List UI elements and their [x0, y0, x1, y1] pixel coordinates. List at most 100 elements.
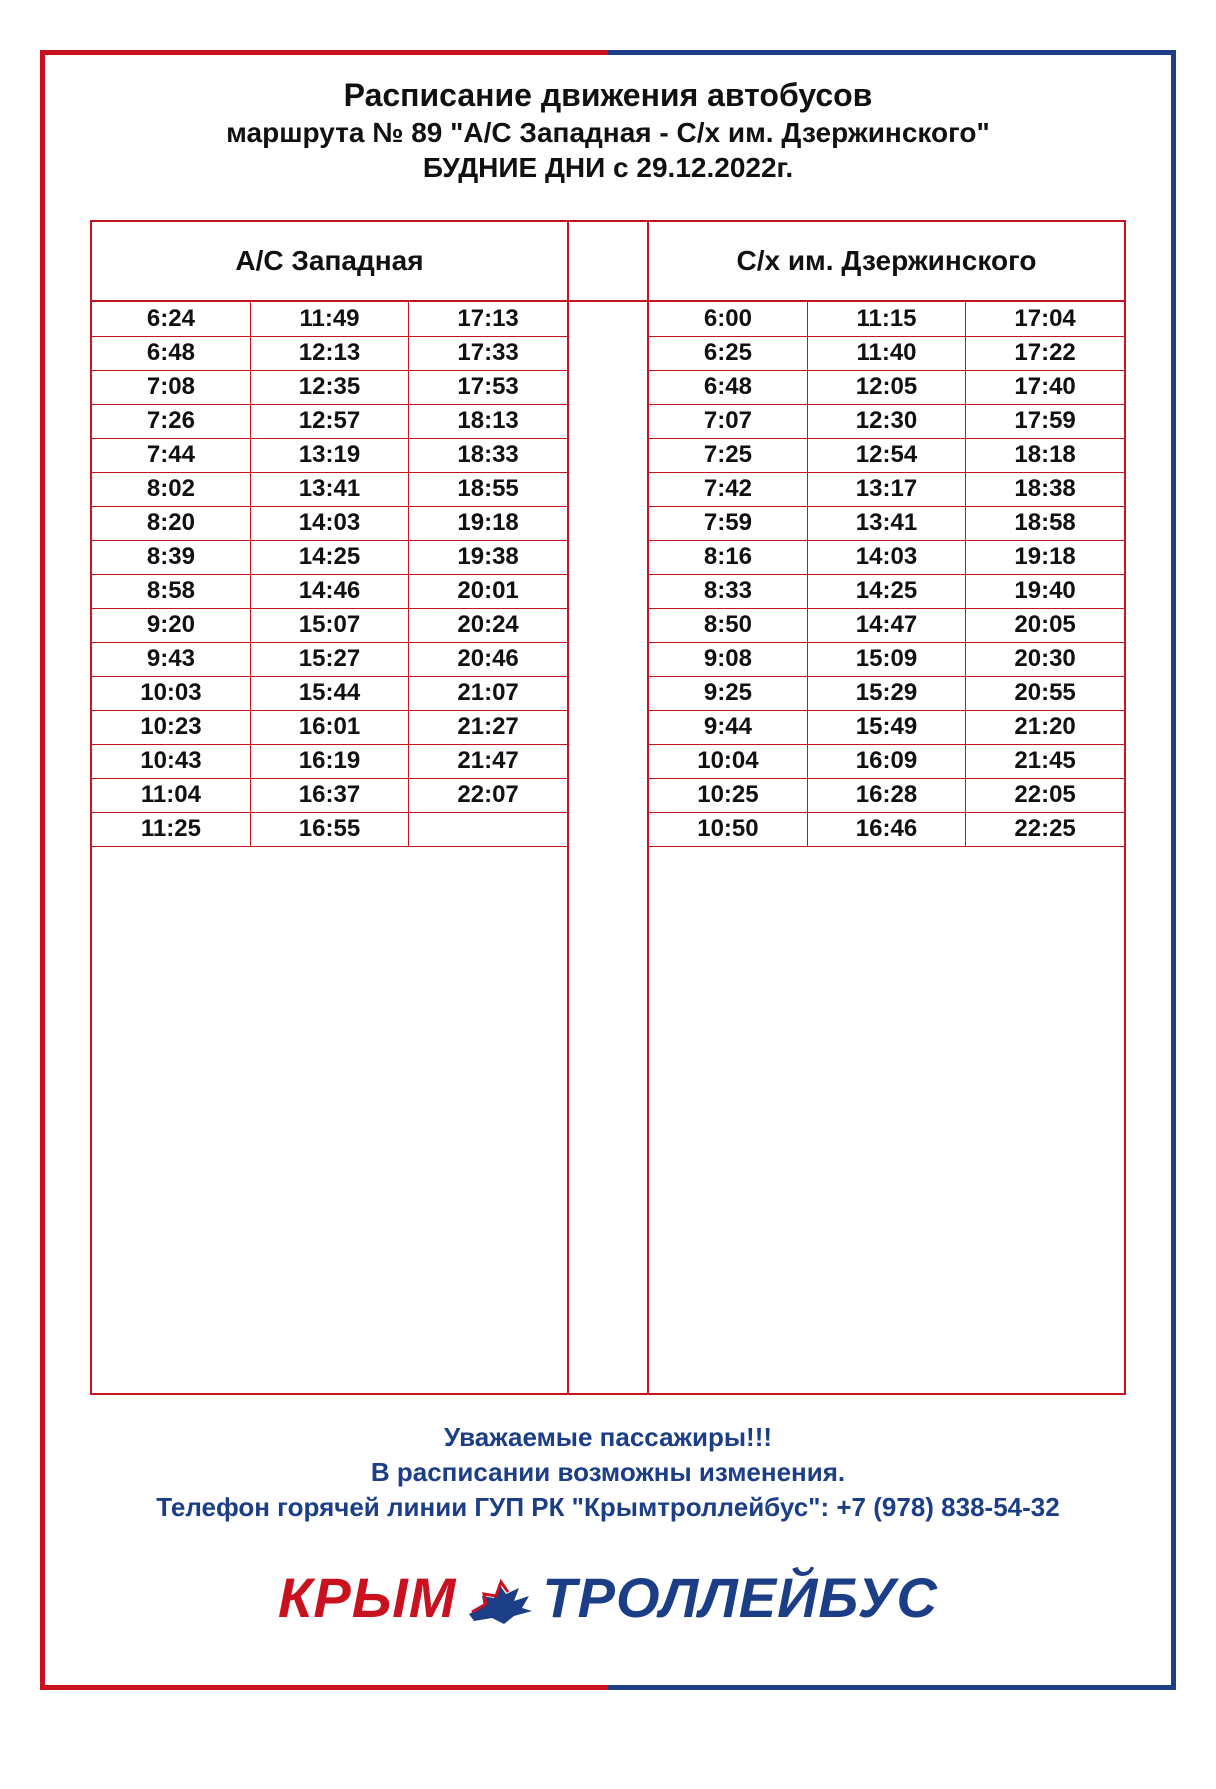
table-row: 6:4812:1317:33 — [92, 336, 567, 370]
time-cell: 20:24 — [409, 608, 567, 642]
time-cell: 16:28 — [807, 778, 965, 812]
time-cell: 15:29 — [807, 676, 965, 710]
time-cell: 15:07 — [250, 608, 408, 642]
company-logo: КРЫМ ТРОЛЛЕЙБУС — [90, 1565, 1126, 1630]
table-row: 6:4812:0517:40 — [649, 370, 1124, 404]
time-cell: 18:13 — [409, 404, 567, 438]
time-cell: 7:08 — [92, 370, 250, 404]
time-cell: 15:44 — [250, 676, 408, 710]
eagle-icon — [464, 1566, 534, 1630]
time-cell: 21:47 — [409, 744, 567, 778]
time-cell: 10:23 — [92, 710, 250, 744]
title-line-3: БУДНИЕ ДНИ с 29.12.2022г. — [90, 150, 1126, 185]
time-cell: 20:55 — [966, 676, 1124, 710]
time-cell: 17:22 — [966, 336, 1124, 370]
time-cell: 11:40 — [807, 336, 965, 370]
table-row: 7:5913:4118:58 — [649, 506, 1124, 540]
time-cell: 6:00 — [649, 302, 807, 336]
logo-text-trolleybus: ТРОЛЛЕЙБУС — [542, 1565, 938, 1630]
time-cell: 8:02 — [92, 472, 250, 506]
time-cell: 8:33 — [649, 574, 807, 608]
table-row: 8:0213:4118:55 — [92, 472, 567, 506]
table-row: 10:0315:4421:07 — [92, 676, 567, 710]
table-row: 10:5016:4622:25 — [649, 812, 1124, 846]
time-cell: 13:17 — [807, 472, 965, 506]
time-cell: 6:48 — [92, 336, 250, 370]
time-cell: 13:41 — [250, 472, 408, 506]
time-cell: 14:25 — [250, 540, 408, 574]
time-cell: 18:38 — [966, 472, 1124, 506]
notice-block: Уважаемые пассажиры!!! В расписании возм… — [90, 1420, 1126, 1525]
time-cell: 20:46 — [409, 642, 567, 676]
time-cell: 19:40 — [966, 574, 1124, 608]
time-cell: 17:40 — [966, 370, 1124, 404]
time-cell: 17:59 — [966, 404, 1124, 438]
timetable-left-grid: 6:2411:4917:136:4812:1317:337:0812:3517:… — [92, 302, 567, 847]
time-cell: 16:19 — [250, 744, 408, 778]
time-cell: 10:25 — [649, 778, 807, 812]
title-line-1: Расписание движения автобусов — [90, 75, 1126, 115]
time-cell: 21:20 — [966, 710, 1124, 744]
table-row: 6:2411:4917:13 — [92, 302, 567, 336]
time-cell: 7:42 — [649, 472, 807, 506]
timetable-right-header: С/х им. Дзержинского — [649, 222, 1124, 302]
time-cell: 14:46 — [250, 574, 408, 608]
table-row: 9:4415:4921:20 — [649, 710, 1124, 744]
notice-line-3: Телефон горячей линии ГУП РК "Крымтролле… — [90, 1490, 1126, 1525]
time-cell: 22:07 — [409, 778, 567, 812]
time-cell: 16:01 — [250, 710, 408, 744]
table-row: 10:4316:1921:47 — [92, 744, 567, 778]
table-row: 7:2512:5418:18 — [649, 438, 1124, 472]
time-cell: 7:44 — [92, 438, 250, 472]
time-cell: 12:05 — [807, 370, 965, 404]
time-cell: 18:18 — [966, 438, 1124, 472]
time-cell: 6:25 — [649, 336, 807, 370]
time-cell: 6:24 — [92, 302, 250, 336]
table-row: 7:2612:5718:13 — [92, 404, 567, 438]
notice-line-1: Уважаемые пассажиры!!! — [90, 1420, 1126, 1455]
timetable-left: А/С Западная 6:2411:4917:136:4812:1317:3… — [92, 222, 567, 1393]
time-cell: 17:53 — [409, 370, 567, 404]
time-cell: 11:15 — [807, 302, 965, 336]
time-cell: 19:38 — [409, 540, 567, 574]
table-row: 11:2516:55 — [92, 812, 567, 846]
table-row: 8:5814:4620:01 — [92, 574, 567, 608]
time-cell: 8:50 — [649, 608, 807, 642]
table-row: 9:2015:0720:24 — [92, 608, 567, 642]
table-row: 6:0011:1517:04 — [649, 302, 1124, 336]
time-cell: 12:30 — [807, 404, 965, 438]
time-cell: 18:55 — [409, 472, 567, 506]
time-cell: 17:04 — [966, 302, 1124, 336]
frame-border — [608, 1685, 1176, 1690]
timetable-left-body: 6:2411:4917:136:4812:1317:337:0812:3517:… — [92, 302, 567, 1393]
timetable-container: А/С Западная 6:2411:4917:136:4812:1317:3… — [90, 220, 1126, 1395]
time-cell — [409, 812, 567, 846]
time-cell: 11:25 — [92, 812, 250, 846]
time-cell: 11:04 — [92, 778, 250, 812]
time-cell: 19:18 — [409, 506, 567, 540]
time-cell: 16:55 — [250, 812, 408, 846]
table-row: 9:0815:0920:30 — [649, 642, 1124, 676]
table-row: 8:3914:2519:38 — [92, 540, 567, 574]
timetable-right-grid: 6:0011:1517:046:2511:4017:226:4812:0517:… — [649, 302, 1124, 847]
time-cell: 12:35 — [250, 370, 408, 404]
spacer-header — [569, 222, 647, 302]
notice-line-2: В расписании возможны изменения. — [90, 1455, 1126, 1490]
time-cell: 22:05 — [966, 778, 1124, 812]
timetable-right: С/х им. Дзержинского 6:0011:1517:046:251… — [649, 222, 1124, 1393]
timetable-right-body: 6:0011:1517:046:2511:4017:226:4812:0517:… — [649, 302, 1124, 1393]
time-cell: 6:48 — [649, 370, 807, 404]
time-cell: 10:03 — [92, 676, 250, 710]
time-cell: 14:25 — [807, 574, 965, 608]
time-cell: 21:07 — [409, 676, 567, 710]
time-cell: 14:03 — [807, 540, 965, 574]
title-line-2: маршрута № 89 "А/С Западная - С/х им. Дз… — [90, 115, 1126, 150]
time-cell: 8:58 — [92, 574, 250, 608]
time-cell: 17:33 — [409, 336, 567, 370]
time-cell: 16:09 — [807, 744, 965, 778]
table-row: 9:4315:2720:46 — [92, 642, 567, 676]
table-row: 10:2316:0121:27 — [92, 710, 567, 744]
time-cell: 19:18 — [966, 540, 1124, 574]
time-cell: 8:16 — [649, 540, 807, 574]
table-row: 8:1614:0319:18 — [649, 540, 1124, 574]
